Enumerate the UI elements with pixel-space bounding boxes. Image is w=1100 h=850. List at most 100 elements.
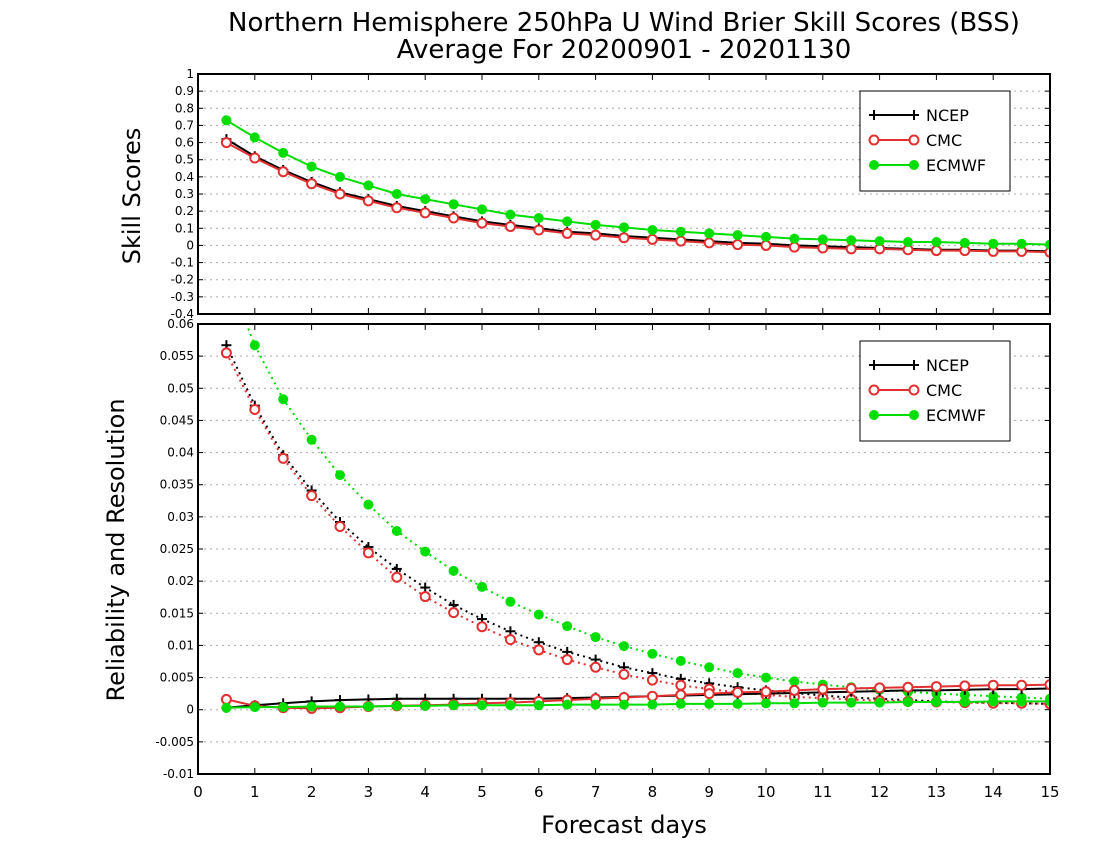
y-tick-label: -0.01 [163,767,194,781]
plot-frame [197,323,1051,775]
y-tick-label: 0.055 [160,349,194,363]
data-point-ecmwf [505,596,516,607]
data-point-ecmwf [931,697,942,707]
chart-subtitle: Average For 20200901 - 20201130 [397,35,852,65]
legend-marker-ncep [869,110,879,120]
data-point-ecmwf [647,699,658,710]
data-point-ecmwf [846,697,857,708]
data-point-cmc [306,178,318,190]
legend-label-ncep: NCEP [926,106,969,125]
data-point-ecmwf [533,213,544,223]
data-point-ecmwf [448,199,459,210]
data-point-cmc [448,607,460,619]
y-tick-label: 0 [186,238,194,252]
data-point-ecmwf [789,698,800,709]
panel-2: -0.01 -0.005 0 0.005 0.01 0.015 0.02 0.025 0.03 0… [155,317,1051,781]
data-point-ecmwf [590,699,601,710]
legend-label-cmc: CMC [926,381,962,400]
x-tick-label: 4 [420,783,430,801]
data-point-ecmwf [477,700,487,711]
data-point-cmc [561,227,573,239]
data-point-ecmwf [874,236,885,247]
data-point-ecmwf [619,222,629,233]
data-point-ecmwf [448,700,459,711]
data-point-cmc [675,235,687,247]
x-tick-label: 13 [927,783,946,801]
data-point-ecmwf [420,700,431,711]
data-point-ecmwf [278,147,289,158]
y-tick-label: 0.005 [160,671,194,685]
y-tick-label: 0.035 [160,478,194,492]
x-tick-label: 15 [1040,783,1059,801]
data-point-ecmwf [533,609,544,620]
plot-frame [197,73,1051,315]
data-point-cmc [220,693,232,705]
y-tick-label: 0.03 [167,510,194,524]
data-point-ecmwf [959,237,970,248]
data-point-ecmwf [846,235,857,246]
data-point-ecmwf [335,171,345,182]
data-point-cmc [220,137,232,149]
panel-1: -0.4 -0.3 -0.2 -0.1 0 0.1 0.2 0.3 0.4 0.5 0.6 0.7 0.… [171,67,1051,321]
data-point-ecmwf [420,546,431,557]
y-tick-label: 0.015 [160,606,194,620]
data-point-ecmwf [789,676,800,687]
legend-marker-ecmwf [869,160,879,170]
y-tick-label: 0.9 [175,84,194,98]
legend-marker-ncep [869,360,879,370]
data-point-ecmwf [363,180,374,191]
legend-marker-ecmwf [909,160,919,170]
legend-marker-cmc [908,384,920,396]
data-point-ecmwf [761,231,771,242]
x-tick-label: 11 [813,783,832,801]
series-line-ecmwf [226,700,1050,709]
data-point-cmc [362,547,374,559]
data-point-ecmwf [789,233,800,244]
data-point-ecmwf [874,697,885,708]
data-point-ecmwf [903,237,913,247]
data-point-ecmwf [391,526,402,536]
x-tick-label: 2 [307,783,317,801]
data-point-ecmwf [675,698,686,709]
data-point-ecmwf [1045,696,1050,707]
x-tick-label: 0 [193,783,203,801]
data-point-cmc [561,654,573,666]
data-point-ecmwf [533,700,544,711]
legend-label-ecmwf: ECMWF [926,406,986,425]
data-point-cmc [732,239,744,251]
data-point-ecmwf [675,226,686,237]
data-point-cmc [220,347,232,359]
y-axis-label-bottom: Reliability and Resolution [102,398,130,701]
series-group [220,324,1050,714]
legend-marker-ncep [909,110,919,120]
data-point-ecmwf [249,702,260,713]
x-tick-label: 1 [250,783,260,801]
data-point-ecmwf [477,204,487,215]
data-point-cmc [391,571,403,583]
data-point-cmc [334,521,346,532]
data-point-cmc [334,188,346,200]
data-point-ecmwf [704,698,715,709]
data-point-cmc [675,689,687,701]
data-point-cmc [249,152,261,164]
data-point-cmc [902,681,914,693]
data-point-ecmwf [1016,696,1027,707]
data-point-ecmwf [761,698,771,709]
x-tick-label: 12 [870,783,889,801]
data-point-cmc [703,237,715,249]
legend-marker-ecmwf [869,410,879,420]
data-point-ecmwf [278,702,289,713]
data-point-cmc [590,229,602,241]
data-point-cmc [959,680,971,692]
data-point-ecmwf [562,621,573,632]
data-point-ecmwf [249,132,260,143]
series-group [220,115,1050,258]
data-point-cmc [590,661,602,673]
y-tick-label: -0.1 [171,256,194,270]
y-tick-label: 0.3 [175,187,194,201]
y-tick-label: 0.4 [175,170,194,184]
y-tick-label: 0.045 [160,413,194,427]
data-point-cmc [476,217,488,229]
data-point-ncep [420,582,431,593]
